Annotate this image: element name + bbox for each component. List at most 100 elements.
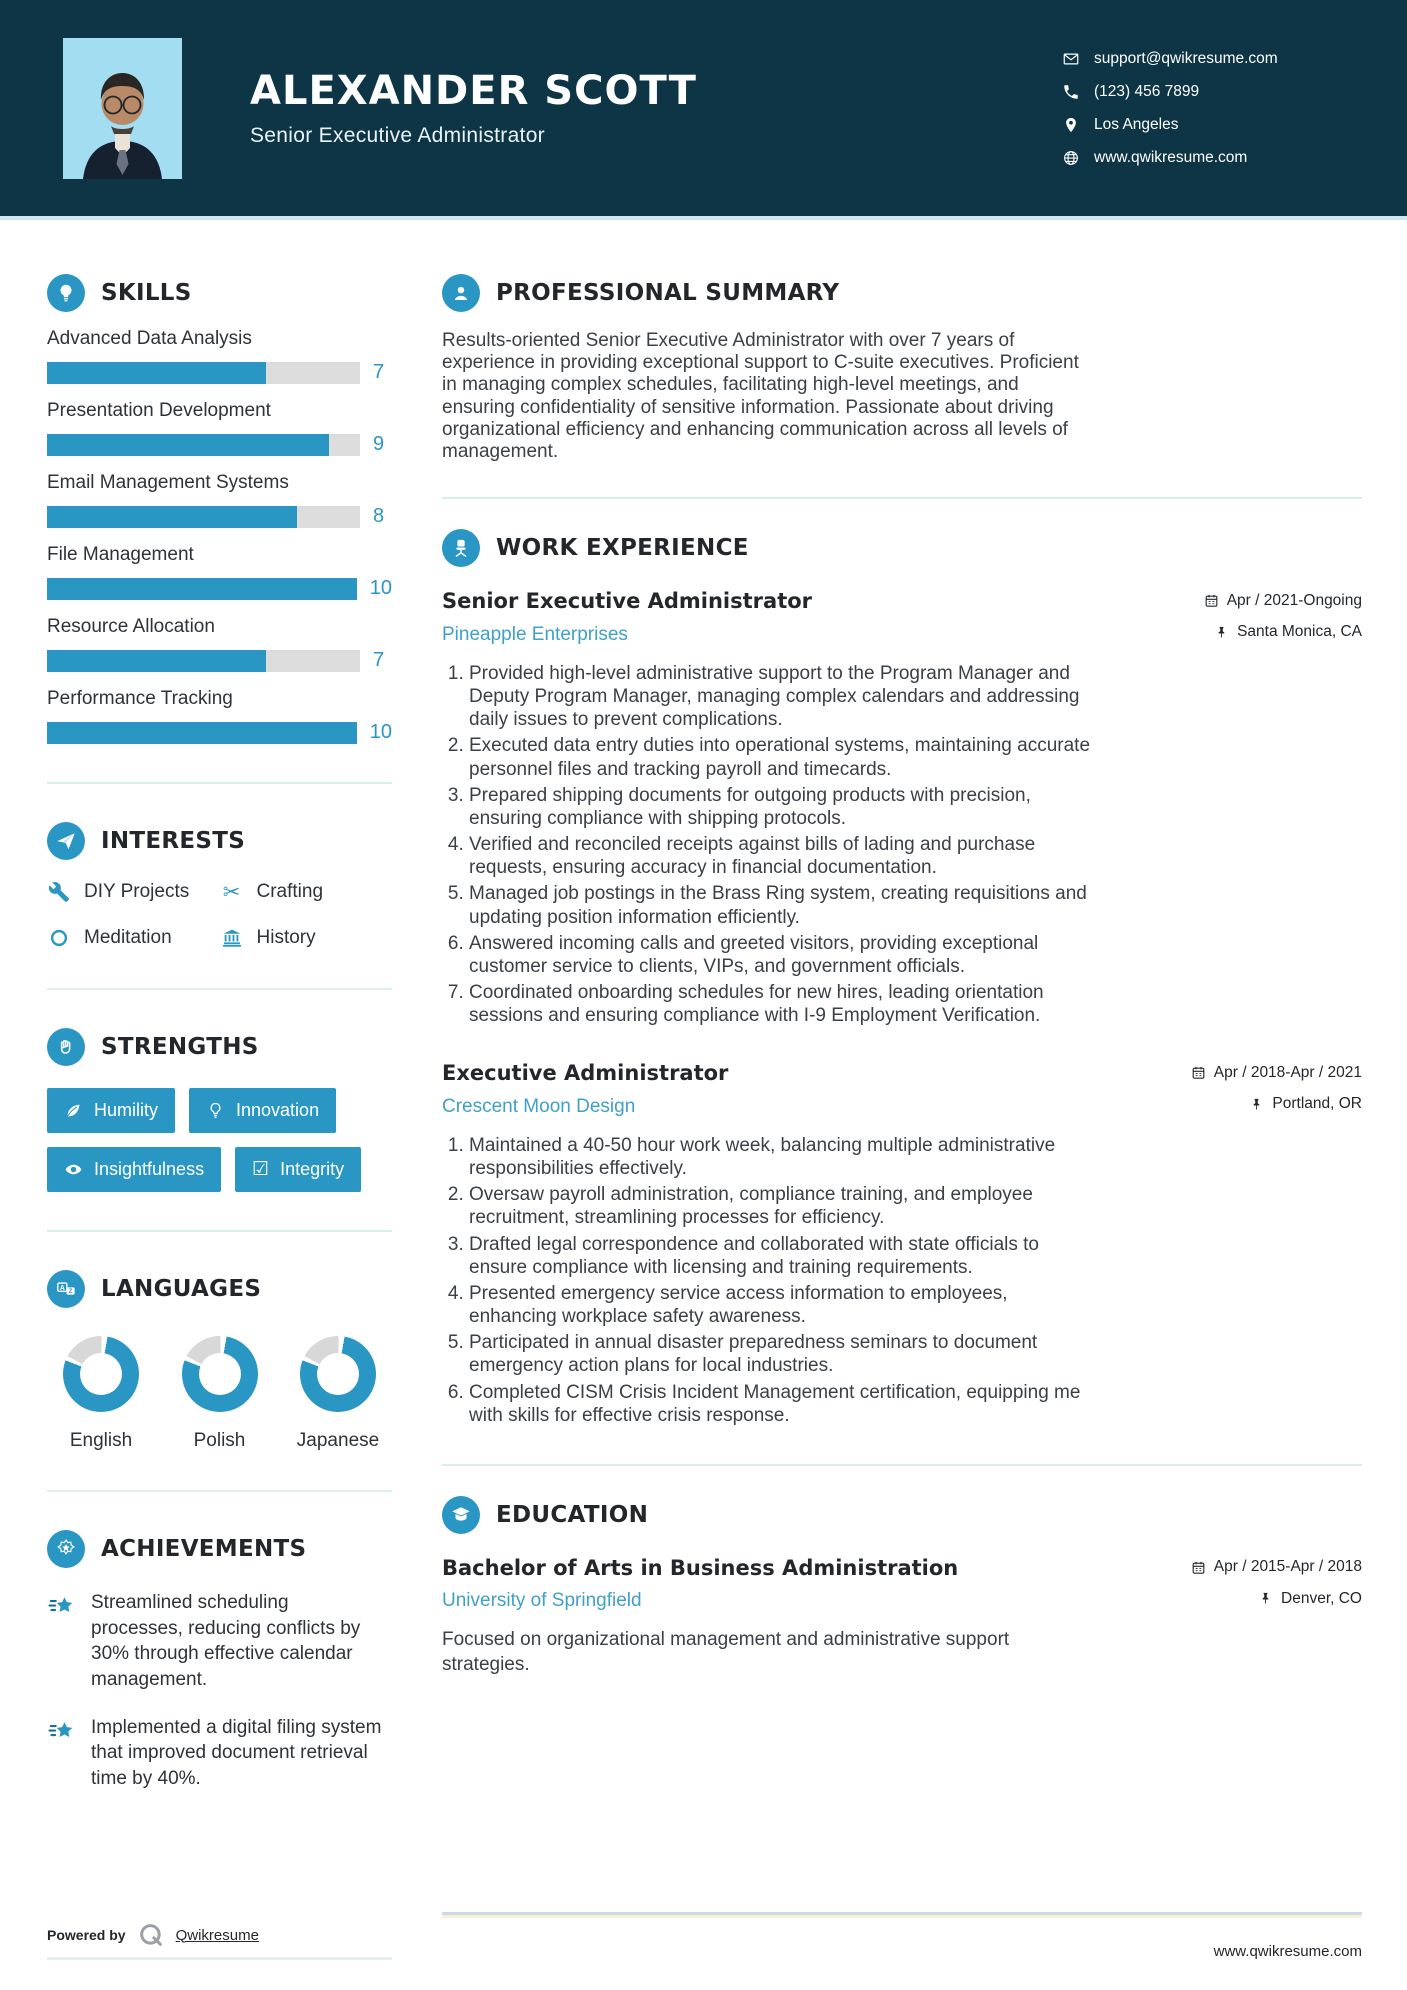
museum-icon xyxy=(220,926,244,950)
skill-item: Resource Allocation 7 xyxy=(47,616,385,672)
contact-email: support@qwikresume.com xyxy=(1062,50,1362,68)
strengths-heading: STRENGTHS xyxy=(101,1034,259,1060)
job-dates: Apr / 2018-Apr / 2021 xyxy=(1191,1064,1362,1082)
pushpin-icon xyxy=(1218,626,1225,638)
job-bullet-list: Provided high-level administrative suppo… xyxy=(442,662,1092,1028)
language-item: Polish xyxy=(172,1336,268,1452)
achievement-item: Implemented a digital filing system that… xyxy=(47,1715,392,1792)
strengths-section: STRENGTHS Humility Innovation Insightful… xyxy=(47,1028,392,1192)
skill-bar xyxy=(47,649,360,672)
skill-bar xyxy=(47,505,360,528)
skills-section: SKILLS Advanced Data Analysis 7 Presenta… xyxy=(47,274,392,744)
job-bullet: Presented emergency service access infor… xyxy=(469,1282,1092,1328)
skill-item: Presentation Development 9 xyxy=(47,400,385,456)
skill-bar xyxy=(47,577,357,600)
scissors-icon: ✂ xyxy=(222,880,241,904)
company-link[interactable]: Crescent Moon Design xyxy=(442,1095,636,1117)
job-bullet: Maintained a 40-50 hour work week, balan… xyxy=(469,1134,1092,1180)
job-bullet-list: Maintained a 40-50 hour work week, balan… xyxy=(442,1134,1092,1427)
skill-item: Advanced Data Analysis 7 xyxy=(47,328,385,384)
right-footer: www.qwikresume.com xyxy=(442,1882,1362,1960)
skills-heading: SKILLS xyxy=(101,280,192,306)
job-location: Santa Monica, CA xyxy=(1214,623,1362,641)
summary-section: PROFESSIONAL SUMMARY Results-oriented Se… xyxy=(442,274,1362,463)
language-item: English xyxy=(53,1336,149,1452)
achievements-heading: ACHIEVEMENTS xyxy=(101,1536,307,1562)
language-donut xyxy=(181,1336,258,1412)
graduation-cap-icon xyxy=(442,1495,480,1534)
achievement-item: Streamlined scheduling processes, reduci… xyxy=(47,1590,392,1693)
job-dates: Apr / 2021-Ongoing xyxy=(1204,592,1362,610)
job-bullet: Prepared shipping documents for outgoing… xyxy=(469,784,1092,830)
skill-item: Email Management Systems 8 xyxy=(47,472,385,528)
svg-text:A: A xyxy=(60,1285,65,1292)
job-bullet: Participated in annual disaster prepared… xyxy=(469,1331,1092,1377)
languages-heading: LANGUAGES xyxy=(101,1276,262,1302)
job-bullet: Coordinated onboarding schedules for new… xyxy=(469,981,1092,1027)
circle-icon xyxy=(47,926,71,950)
left-column: SKILLS Advanced Data Analysis 7 Presenta… xyxy=(47,274,392,1960)
school-link[interactable]: University of Springfield xyxy=(442,1590,642,1612)
interest-item: Meditation xyxy=(47,926,220,950)
education-section: EDUCATION Bachelor of Arts in Business A… xyxy=(442,1495,1362,1678)
language-donut xyxy=(63,1336,139,1412)
skill-item: File Management 10 xyxy=(47,544,392,600)
right-column: PROFESSIONAL SUMMARY Results-oriented Se… xyxy=(442,274,1362,1960)
summary-heading: PROFESSIONAL SUMMARY xyxy=(496,280,840,306)
section-divider xyxy=(442,497,1362,500)
job-bullet: Completed CISM Crisis Incident Managemen… xyxy=(469,1381,1092,1427)
pushpin-icon xyxy=(1254,1098,1260,1110)
degree-title: Bachelor of Arts in Business Administrat… xyxy=(442,1555,959,1580)
skill-bar xyxy=(47,721,357,744)
shooting-star-icon xyxy=(48,1597,73,1612)
language-item: Japanese xyxy=(290,1336,386,1452)
section-divider xyxy=(47,1230,392,1232)
skill-score: 8 xyxy=(373,505,385,527)
achievements-section: ACHIEVEMENTS Streamlined scheduling proc… xyxy=(47,1530,392,1791)
footer-divider xyxy=(442,1912,1362,1915)
shooting-star-icon xyxy=(48,1721,73,1737)
leaf-icon xyxy=(67,1104,80,1117)
strength-tag: Innovation xyxy=(189,1088,337,1133)
footer-site-link[interactable]: www.qwikresume.com xyxy=(1213,1943,1362,1960)
job-title: Executive Administrator xyxy=(442,1061,729,1086)
section-divider xyxy=(47,1490,392,1492)
profile-photo xyxy=(63,37,182,179)
calendar-icon xyxy=(1205,595,1218,607)
paper-plane-icon xyxy=(47,822,85,860)
person-icon xyxy=(442,274,480,312)
eye-icon xyxy=(65,1164,82,1175)
qwikresume-logo-icon xyxy=(137,1921,165,1949)
candidate-name: ALEXANDER SCOTT xyxy=(250,68,697,114)
email-icon xyxy=(1062,50,1080,68)
section-divider xyxy=(47,988,392,990)
job-bullet: Answered incoming calls and greeted visi… xyxy=(469,932,1092,978)
strength-tag: ☑ Integrity xyxy=(235,1147,362,1192)
skill-score: 9 xyxy=(373,433,385,455)
header-divider xyxy=(0,216,1407,220)
contact-website[interactable]: www.qwikresume.com xyxy=(1062,149,1362,167)
skill-score: 10 xyxy=(369,577,392,599)
job-location: Portland, OR xyxy=(1249,1095,1362,1113)
office-chair-icon xyxy=(442,529,480,568)
contact-location: Los Angeles xyxy=(1062,116,1362,134)
interest-item: History xyxy=(220,926,393,950)
interest-item: ✂ Crafting xyxy=(220,880,393,904)
svg-text:Z: Z xyxy=(69,1289,73,1295)
qwikresume-brand-link[interactable]: Qwikresume xyxy=(175,1926,259,1944)
calendar-icon xyxy=(1192,1067,1205,1080)
company-link[interactable]: Pineapple Enterprises xyxy=(442,623,628,645)
skill-bar xyxy=(47,361,360,384)
strength-tag: Insightfulness xyxy=(47,1147,222,1192)
experience-heading: WORK EXPERIENCE xyxy=(496,535,749,562)
job-bullet: Verified and reconciled receipts against… xyxy=(469,833,1092,879)
pushpin-icon xyxy=(1262,1593,1269,1604)
contact-website-text[interactable]: www.qwikresume.com xyxy=(1094,148,1248,166)
education-entry: Bachelor of Arts in Business Administrat… xyxy=(442,1556,1362,1678)
skill-score: 10 xyxy=(369,721,392,743)
experience-section: WORK EXPERIENCE Senior Executive Adminis… xyxy=(442,529,1362,1430)
education-dates: Apr / 2015-Apr / 2018 xyxy=(1191,1558,1362,1576)
calendar-icon xyxy=(1192,1561,1205,1574)
